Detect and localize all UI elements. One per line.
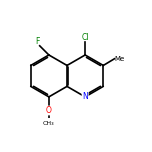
- Text: N: N: [82, 92, 88, 101]
- Text: Me: Me: [115, 56, 125, 62]
- Text: Cl: Cl: [81, 33, 89, 42]
- Text: CH₃: CH₃: [43, 121, 55, 126]
- Text: F: F: [35, 37, 39, 46]
- Text: O: O: [46, 106, 52, 115]
